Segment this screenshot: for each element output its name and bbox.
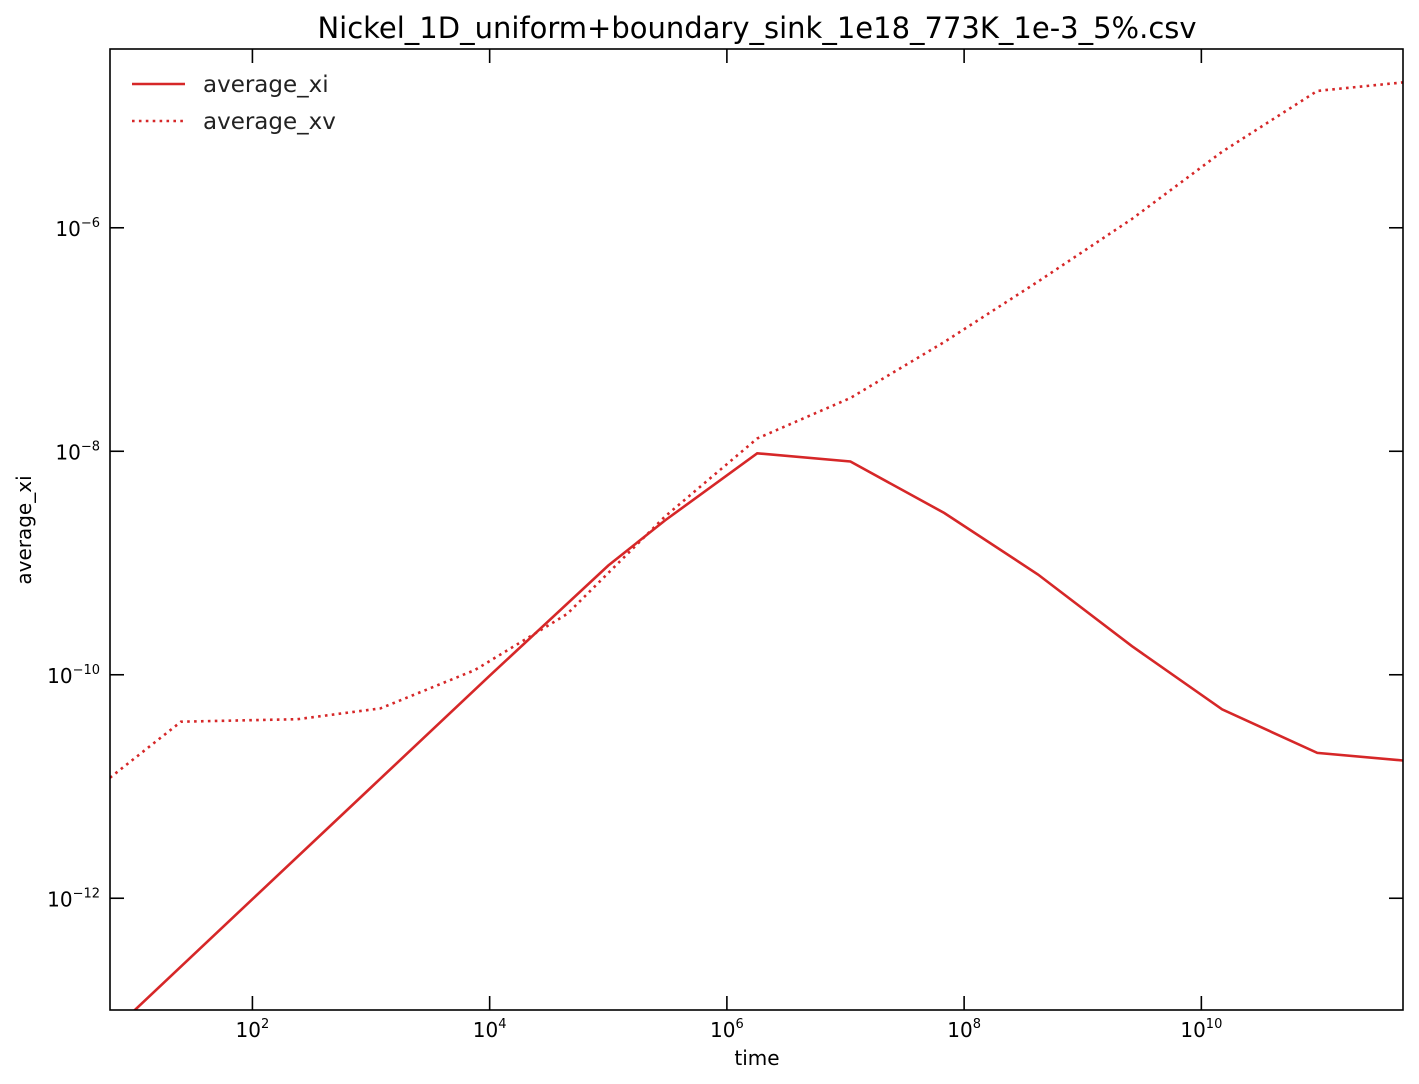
x-tick-label: 102 bbox=[236, 1017, 270, 1042]
legend-label-average-xv: average_xv bbox=[203, 109, 336, 135]
y-tick-label: 10−6 bbox=[55, 216, 100, 241]
y-tick-label: 10−12 bbox=[47, 886, 100, 911]
series-line-average-xv bbox=[110, 81, 1403, 779]
y-axis-ticks: 10−6 10−8 10−10 10−12 bbox=[47, 216, 1403, 911]
x-tick-label: 108 bbox=[947, 1017, 981, 1042]
series-line-average-xi bbox=[132, 451, 1403, 1010]
y-axis-label: average_xi bbox=[12, 475, 36, 584]
series-layer bbox=[110, 81, 1403, 1010]
x-tick-label: 106 bbox=[710, 1017, 744, 1042]
legend: average_xi average_xv bbox=[132, 72, 336, 135]
plot-frame bbox=[109, 48, 1404, 1011]
x-axis-ticks: 102 104 106 108 1010 bbox=[236, 49, 1222, 1042]
chart-title: Nickel_1D_uniform+boundary_sink_1e18_773… bbox=[317, 11, 1196, 45]
legend-label-average-xi: average_xi bbox=[203, 72, 329, 98]
x-tick-label: 104 bbox=[473, 1017, 507, 1042]
x-tick-label: 1010 bbox=[1180, 1017, 1222, 1042]
x-axis-label: time bbox=[734, 1046, 779, 1070]
y-tick-label: 10−10 bbox=[47, 663, 100, 688]
y-tick-label: 10−8 bbox=[55, 439, 100, 464]
